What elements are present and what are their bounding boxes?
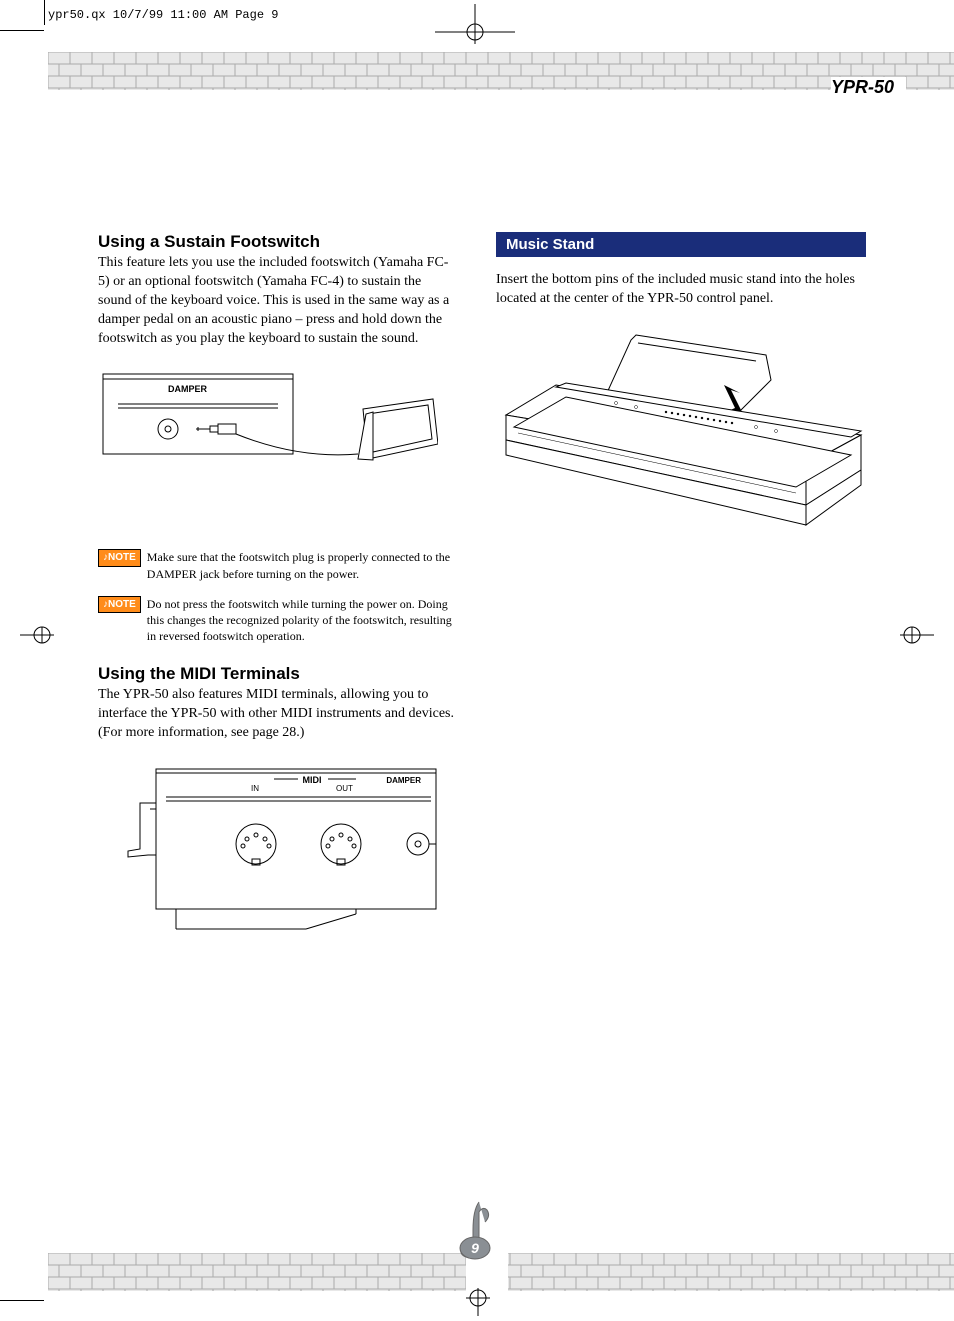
page-number-badge: 9 (453, 1200, 503, 1269)
note-text: Do not press the footswitch while turnin… (147, 596, 456, 645)
crop-mark (0, 1300, 44, 1301)
print-slug: ypr50.qx 10/7/99 11:00 AM Page 9 (48, 8, 278, 22)
registration-mark-icon (435, 4, 515, 49)
section-heading-midi: Using the MIDI Terminals (98, 664, 456, 684)
figure-damper-footswitch: DAMPER (98, 364, 456, 499)
registration-mark-icon (466, 1288, 490, 1321)
midi-out-label: OUT (336, 784, 353, 793)
body-text: The YPR-50 also features MIDI terminals,… (98, 686, 456, 743)
note-block: ♪ NOTE Do not press the footswitch while… (98, 596, 456, 645)
note-badge-icon: ♪ NOTE (98, 549, 141, 567)
body-text: This feature lets you use the included f… (98, 254, 456, 348)
midi-in-label: IN (251, 784, 259, 793)
section-heading-sustain: Using a Sustain Footswitch (98, 232, 456, 252)
note-block: ♪ NOTE Make sure that the footswitch plu… (98, 549, 456, 581)
crop-mark (0, 30, 44, 31)
note-badge-icon: ♪ NOTE (98, 596, 141, 614)
right-column: Music Stand Insert the bottom pins of th… (496, 232, 866, 954)
damper-label: DAMPER (168, 384, 208, 394)
page: ypr50.qx 10/7/99 11:00 AM Page 9 (0, 0, 954, 1321)
note-text: Make sure that the footswitch plug is pr… (147, 549, 456, 581)
left-column: Using a Sustain Footswitch This feature … (98, 232, 456, 954)
section-heading-musicstand: Music Stand (496, 232, 866, 257)
registration-mark-icon (900, 625, 934, 650)
content-area: Using a Sustain Footswitch This feature … (98, 232, 866, 954)
midi-label: MIDI (303, 775, 322, 785)
registration-mark-icon (20, 625, 54, 650)
damper-label-2: DAMPER (386, 776, 421, 785)
brick-pattern-header (48, 52, 954, 92)
figure-midi-terminals: MIDI IN OUT DAMPER (126, 759, 456, 944)
model-label: YPR-50 (831, 77, 906, 98)
figure-keyboard-stand (496, 325, 866, 570)
crop-mark (44, 0, 45, 25)
page-number: 9 (471, 1240, 479, 1256)
body-text: Insert the bottom pins of the included m… (496, 271, 866, 309)
